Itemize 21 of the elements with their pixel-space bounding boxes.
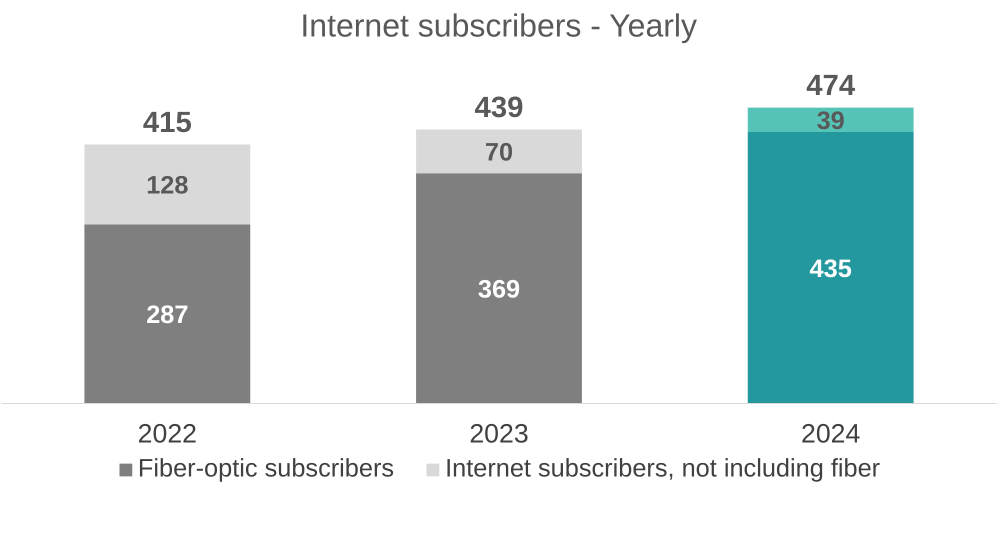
total-label: 474 bbox=[806, 69, 856, 102]
data-label: 70 bbox=[484, 138, 514, 166]
total-label: 415 bbox=[142, 106, 192, 140]
bar bbox=[416, 130, 582, 174]
x-tick-label: 2024 bbox=[801, 418, 860, 448]
data-label: 369 bbox=[478, 275, 520, 304]
bar bbox=[416, 173, 582, 404]
x-tick-label: 2023 bbox=[469, 418, 529, 448]
bar bbox=[748, 108, 914, 132]
data-label: 128 bbox=[146, 171, 188, 200]
data-label: 287 bbox=[146, 300, 188, 329]
chart-title: Internet subscribers - Yearly bbox=[300, 8, 698, 44]
data-label: 435 bbox=[810, 254, 852, 283]
x-tick-label: 2022 bbox=[138, 418, 197, 448]
bar bbox=[84, 224, 250, 404]
bar bbox=[84, 144, 250, 224]
data-label: 39 bbox=[816, 106, 845, 135]
legend-label: Fiber-optic subscribers bbox=[138, 454, 394, 484]
legend-label: Internet subscribers, not including fiber bbox=[445, 454, 880, 484]
total-label: 439 bbox=[474, 91, 524, 124]
bar bbox=[748, 132, 914, 404]
